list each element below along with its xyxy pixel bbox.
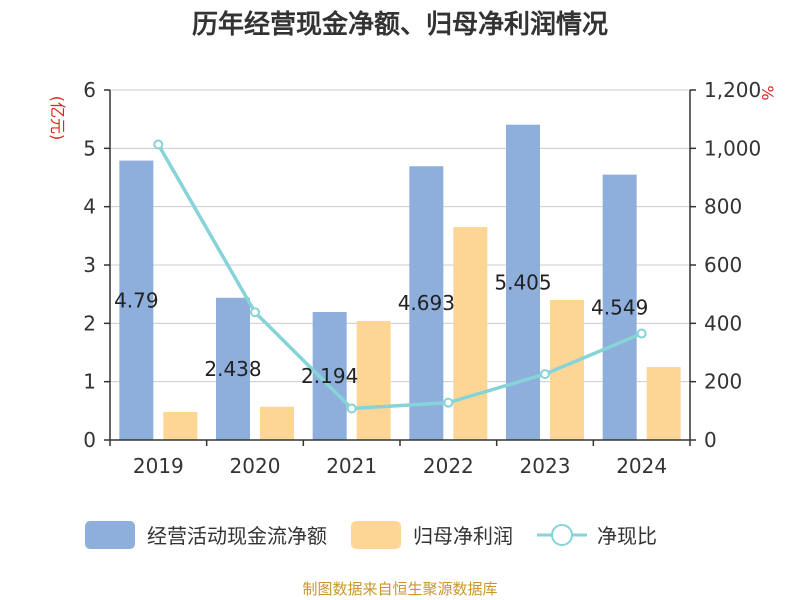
right-tick-label: 1,200 xyxy=(704,78,761,102)
left-tick-label: 3 xyxy=(83,253,96,277)
line-point xyxy=(346,403,357,414)
bar-net-profit xyxy=(260,406,294,440)
bar-value-label: 4.79 xyxy=(114,288,159,312)
legend-label: 经营活动现金流净额 xyxy=(147,524,327,548)
x-tick-label: 2022 xyxy=(423,454,474,478)
x-tick-label: 2020 xyxy=(230,454,281,478)
left-tick-label: 6 xyxy=(83,78,96,102)
x-tick-label: 2024 xyxy=(616,454,667,478)
axes-layer: 0 1 2 3 4 5 6 0 200 400 600 800 1,000 1,200 2019 2020 20… xyxy=(48,78,777,478)
right-tick-label: 800 xyxy=(704,195,742,219)
left-tick-label: 0 xyxy=(83,428,96,452)
grid-lines xyxy=(110,89,690,441)
right-tick-label: 400 xyxy=(704,311,742,335)
bar-operating-cash-flow xyxy=(602,174,637,440)
bar-operating-cash-flow xyxy=(409,166,444,440)
bar-net-profit xyxy=(356,321,391,440)
bar-value-label: 2.438 xyxy=(204,357,261,381)
legend: 经营活动现金流净额 归母净利润 净现比 xyxy=(85,521,657,549)
bar-operating-cash-flow xyxy=(119,160,154,441)
bar-net-profit xyxy=(646,367,681,440)
bar-value-label: 5.405 xyxy=(494,270,551,294)
right-tick-label: 0 xyxy=(704,428,717,452)
bar-operating-cash-flow xyxy=(506,124,540,440)
x-tick-label: 2021 xyxy=(326,454,377,478)
left-tick-label: 5 xyxy=(83,136,96,160)
line-point xyxy=(153,139,164,150)
bar-value-label: 4.693 xyxy=(398,291,455,315)
right-axis-unit: % xyxy=(758,85,777,100)
legend-swatch xyxy=(85,521,135,549)
bar-value-label: 4.549 xyxy=(591,295,648,319)
x-tick-label: 2023 xyxy=(520,454,571,478)
left-tick-label: 4 xyxy=(83,195,96,219)
legend-label: 净现比 xyxy=(597,524,657,548)
line-point xyxy=(250,307,260,318)
line-layer xyxy=(153,139,647,414)
left-tick-label: 2 xyxy=(83,311,96,335)
left-tick-label: 1 xyxy=(83,370,96,394)
line-point xyxy=(540,369,550,380)
line-point xyxy=(443,397,454,408)
chart-title: 历年经营现金净额、归母净利润情况 xyxy=(192,9,608,40)
x-tick-label: 2019 xyxy=(133,454,184,478)
bar-value-labels: 4.79 2.438 2.194 4.693 5.405 4.549 xyxy=(114,270,648,388)
line-net-cash-ratio xyxy=(156,143,643,411)
source-note: 制图数据来自恒生聚源数据库 xyxy=(302,580,497,598)
right-tick-label: 200 xyxy=(704,370,742,394)
right-tick-label: 1,000 xyxy=(704,136,761,160)
left-axis-unit: (亿元) xyxy=(48,96,67,141)
bar-net-profit xyxy=(163,412,198,440)
line-point xyxy=(636,328,647,339)
legend-label: 归母净利润 xyxy=(413,524,513,548)
bar-operating-cash-flow xyxy=(216,297,250,440)
bars-layer xyxy=(119,124,681,441)
right-tick-label: 600 xyxy=(704,253,742,277)
legend-swatch xyxy=(351,521,401,549)
bar-net-profit xyxy=(453,227,488,440)
bar-value-label: 2.194 xyxy=(301,364,358,388)
legend-marker xyxy=(551,524,573,546)
